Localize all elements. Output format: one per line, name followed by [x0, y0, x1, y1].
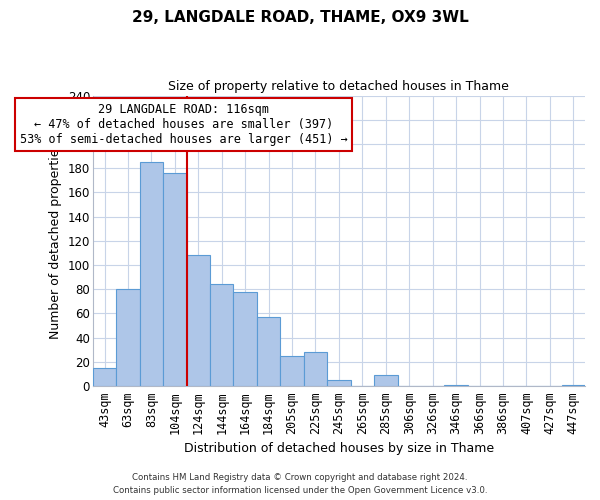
- Text: 29, LANGDALE ROAD, THAME, OX9 3WL: 29, LANGDALE ROAD, THAME, OX9 3WL: [131, 10, 469, 25]
- Text: 29 LANGDALE ROAD: 116sqm
← 47% of detached houses are smaller (397)
53% of semi-: 29 LANGDALE ROAD: 116sqm ← 47% of detach…: [20, 103, 348, 146]
- Bar: [445, 385, 468, 386]
- Bar: [163, 173, 187, 386]
- Bar: [140, 162, 163, 386]
- Bar: [562, 385, 585, 386]
- Bar: [374, 375, 398, 386]
- Bar: [210, 284, 233, 386]
- Bar: [233, 292, 257, 386]
- Bar: [93, 368, 116, 386]
- Bar: [257, 317, 280, 386]
- Y-axis label: Number of detached properties: Number of detached properties: [49, 142, 62, 340]
- Title: Size of property relative to detached houses in Thame: Size of property relative to detached ho…: [169, 80, 509, 93]
- Bar: [304, 352, 327, 386]
- Bar: [327, 380, 350, 386]
- X-axis label: Distribution of detached houses by size in Thame: Distribution of detached houses by size …: [184, 442, 494, 455]
- Bar: [187, 256, 210, 386]
- Text: Contains HM Land Registry data © Crown copyright and database right 2024.
Contai: Contains HM Land Registry data © Crown c…: [113, 474, 487, 495]
- Bar: [116, 289, 140, 386]
- Bar: [280, 356, 304, 386]
